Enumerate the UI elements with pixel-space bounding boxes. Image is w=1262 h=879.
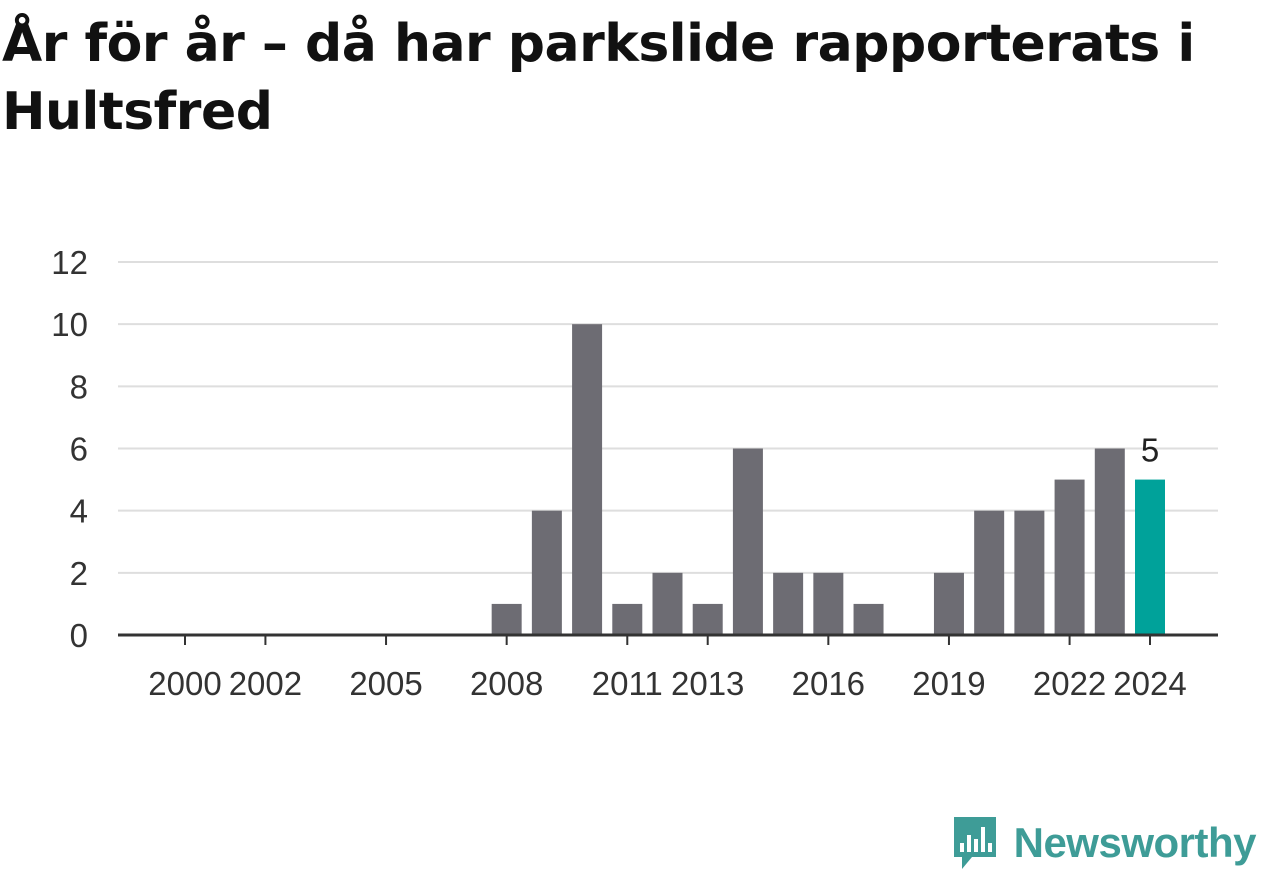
data-labels: 5 [1141, 432, 1159, 469]
bar-2013 [692, 603, 723, 635]
bar-2009 [531, 510, 562, 635]
bar-2023 [1094, 448, 1125, 635]
bar-2017 [853, 603, 884, 635]
bar-2014 [732, 448, 763, 635]
newsworthy-logo[interactable]: Newsworthy [950, 813, 1257, 873]
x-tick-label: 2016 [792, 665, 865, 702]
bar-highlight-2024 [1135, 479, 1165, 635]
y-tick-label: 12 [51, 244, 88, 281]
bar-2010 [572, 324, 603, 635]
bar-2011 [612, 603, 643, 635]
grid-lines [118, 261, 1218, 574]
y-tick-label: 0 [70, 617, 88, 654]
bar-2020 [974, 510, 1005, 635]
y-tick-label: 10 [51, 306, 88, 343]
x-tick-label: 2008 [470, 665, 543, 702]
bar-2016 [813, 572, 844, 635]
x-tick-label: 2022 [1033, 665, 1106, 702]
x-tick-label: 2000 [148, 665, 221, 702]
bar-2015 [773, 572, 804, 635]
newsworthy-logo-icon [953, 817, 996, 869]
brand-name: Newsworthy [1013, 819, 1257, 866]
bar-2022 [1054, 479, 1085, 635]
data-label-2024: 5 [1141, 432, 1159, 469]
y-tick-label: 8 [70, 368, 88, 405]
y-axis-ticks: 0 2 4 6 8 10 12 [51, 244, 88, 654]
bar-2019 [933, 572, 964, 635]
x-tick-label: 2011 [592, 665, 663, 702]
bar-2021 [1014, 510, 1045, 635]
y-tick-label: 6 [70, 431, 88, 468]
x-tick-label: 2019 [912, 665, 985, 702]
x-tick-label: 2024 [1113, 665, 1186, 702]
bars [491, 324, 1165, 635]
x-tick-label: 2013 [671, 665, 744, 702]
y-tick-label: 4 [70, 493, 88, 530]
x-tick-label: 2005 [349, 665, 422, 702]
x-axis-ticks: 2000 2002 2005 2008 2011 2013 2016 2019 2022 2024 [148, 635, 1187, 702]
chart-title: År för år – då har parkslide rapporterat… [2, 14, 1195, 142]
bar-2008 [491, 603, 522, 635]
bar-2012 [652, 572, 683, 635]
y-tick-label: 2 [70, 555, 88, 592]
x-tick-label: 2002 [229, 665, 302, 702]
